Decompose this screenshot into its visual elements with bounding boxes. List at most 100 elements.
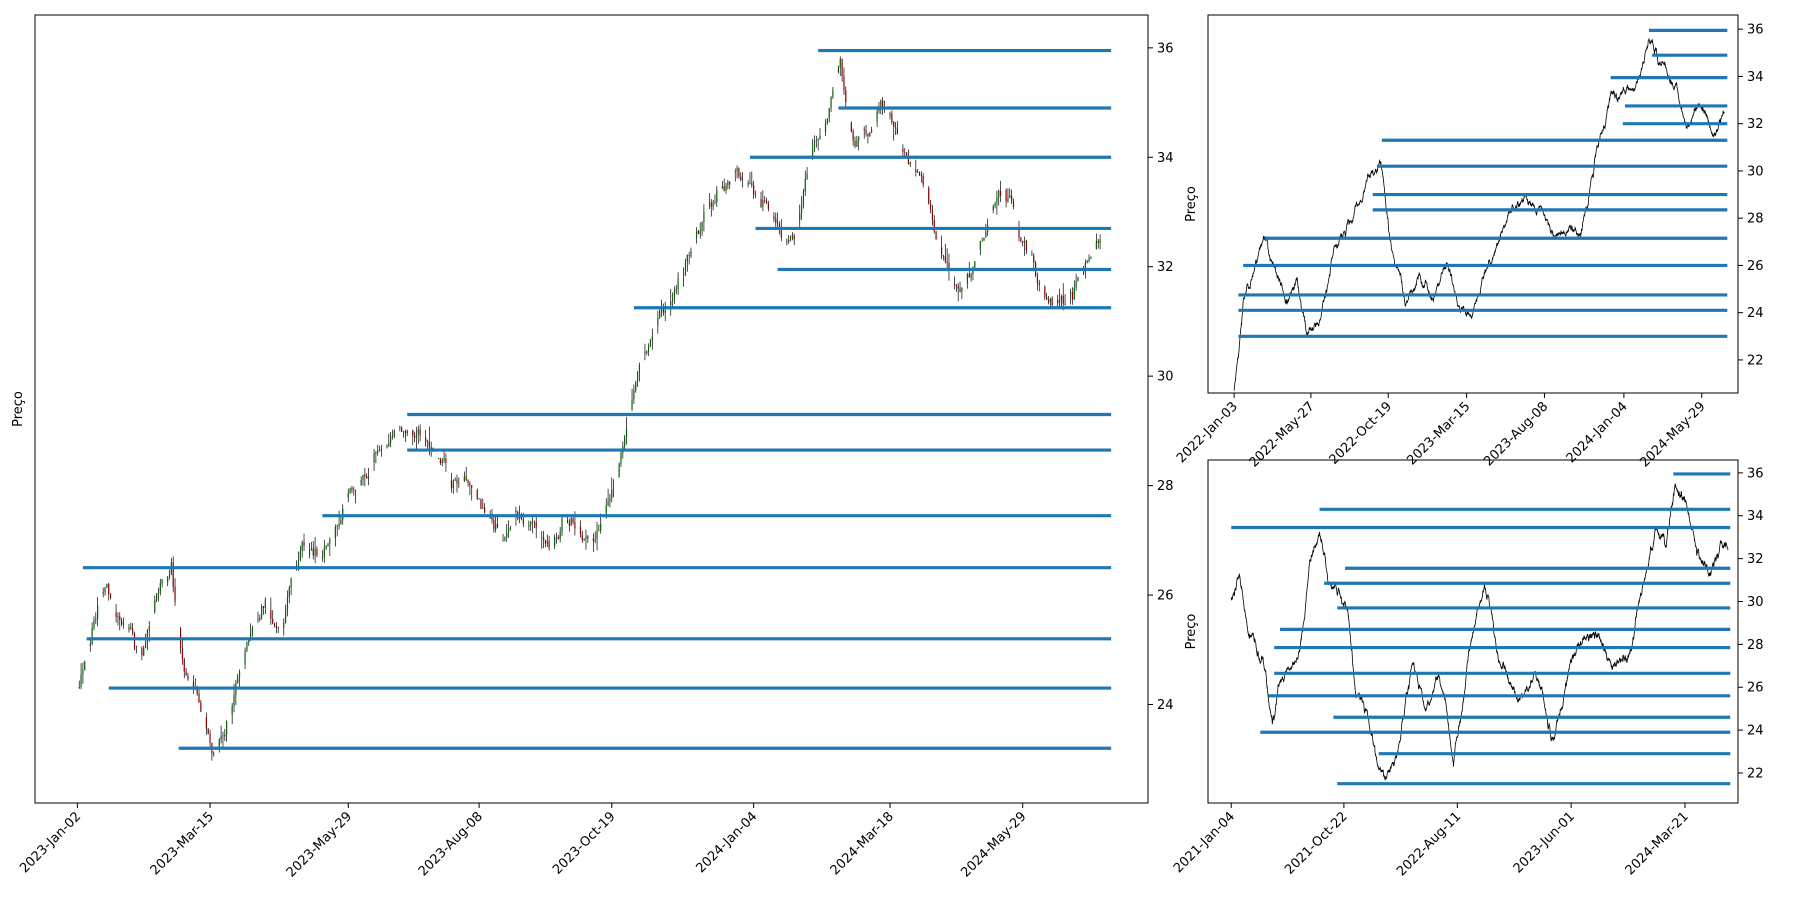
candle [662, 303, 664, 316]
candle [1099, 234, 1101, 250]
candle [362, 474, 364, 486]
candle [966, 272, 969, 289]
candle [308, 542, 311, 559]
candle [917, 169, 919, 173]
candle [238, 669, 241, 688]
candle [141, 646, 143, 661]
candle [870, 126, 873, 133]
candle [659, 309, 661, 319]
candle [992, 204, 994, 214]
top-right-y-axis-label: Preço [1184, 186, 1199, 222]
candle [764, 195, 766, 204]
candle [218, 738, 220, 753]
candle [688, 251, 690, 265]
candle [93, 616, 95, 631]
candle [618, 462, 620, 478]
candle [366, 473, 368, 479]
candle [710, 199, 712, 217]
candle [631, 388, 633, 412]
candle [788, 235, 790, 244]
candle [894, 121, 897, 135]
y-tick-label: 22 [1747, 353, 1764, 368]
candle [762, 190, 764, 212]
candle [439, 457, 441, 466]
candle [749, 172, 751, 185]
y-tick-label: 26 [1157, 589, 1174, 604]
candle [957, 283, 959, 302]
y-tick-label: 34 [1157, 151, 1174, 166]
candle [244, 647, 246, 670]
candle [183, 657, 185, 679]
y-tick-label: 36 [1747, 466, 1764, 481]
levels [1231, 472, 1731, 786]
candle [310, 541, 313, 551]
candle [780, 219, 782, 242]
candle [793, 233, 795, 246]
candle [262, 605, 265, 615]
y-tick-label: 30 [1747, 164, 1764, 179]
candle [929, 199, 932, 214]
candle [226, 720, 228, 742]
candle [734, 168, 736, 182]
candle [205, 712, 207, 735]
price-line [1230, 483, 1729, 781]
candle [1031, 250, 1033, 256]
candle [187, 672, 189, 681]
candle [869, 131, 871, 137]
bottom-right-axes-frame [1207, 459, 1739, 804]
candle [334, 524, 336, 547]
candle [935, 230, 937, 240]
candle [620, 450, 622, 467]
x-tick-label: 2022-Aug-11 [1394, 809, 1464, 879]
candle [386, 444, 388, 449]
candle [1070, 288, 1072, 305]
candle [452, 479, 454, 494]
y-tick-label: 24 [1157, 698, 1174, 713]
candle [799, 204, 801, 230]
candle [802, 188, 805, 209]
candle [185, 668, 187, 676]
candle [754, 190, 757, 199]
candle [598, 524, 600, 532]
candle [1038, 279, 1040, 292]
x-tick-label: 2024-Mar-21 [1623, 809, 1692, 878]
bottom-right-x-axis: 2021-Jan-04 2021-Oct-22 2022-Aug-11 2023-Ju… [1171, 803, 1692, 879]
candle [458, 477, 460, 488]
y-tick-label: 32 [1157, 260, 1174, 275]
candle [417, 425, 419, 444]
x-tick-label: 2024-Jan-04 [693, 809, 760, 876]
candle [463, 471, 465, 482]
candle [161, 578, 163, 588]
candle [922, 173, 924, 188]
candle [174, 578, 176, 606]
candle [115, 604, 117, 623]
candle [742, 172, 744, 188]
candle [353, 486, 355, 496]
candle [314, 536, 316, 564]
candle [375, 450, 377, 464]
candle [557, 535, 559, 540]
candle [200, 699, 202, 713]
candle [1095, 233, 1098, 250]
candle [738, 167, 740, 179]
candle [727, 179, 729, 190]
candle [928, 186, 930, 205]
candle [502, 534, 504, 542]
candle [817, 138, 819, 151]
candle [828, 107, 830, 123]
x-tick-label: 2024-Jan-04 [1564, 399, 1631, 466]
y-tick-label: 22 [1747, 766, 1764, 781]
candle [198, 689, 200, 703]
y-tick-label: 36 [1157, 41, 1174, 56]
candle [625, 416, 628, 445]
candle [843, 67, 845, 95]
candle [1086, 259, 1088, 264]
candle [1009, 188, 1011, 199]
candle [257, 611, 259, 623]
candle [456, 474, 458, 493]
candle [338, 510, 340, 530]
candle [736, 165, 738, 179]
candle [106, 583, 108, 589]
x-tick-label: 2024-May-29 [958, 809, 1029, 880]
